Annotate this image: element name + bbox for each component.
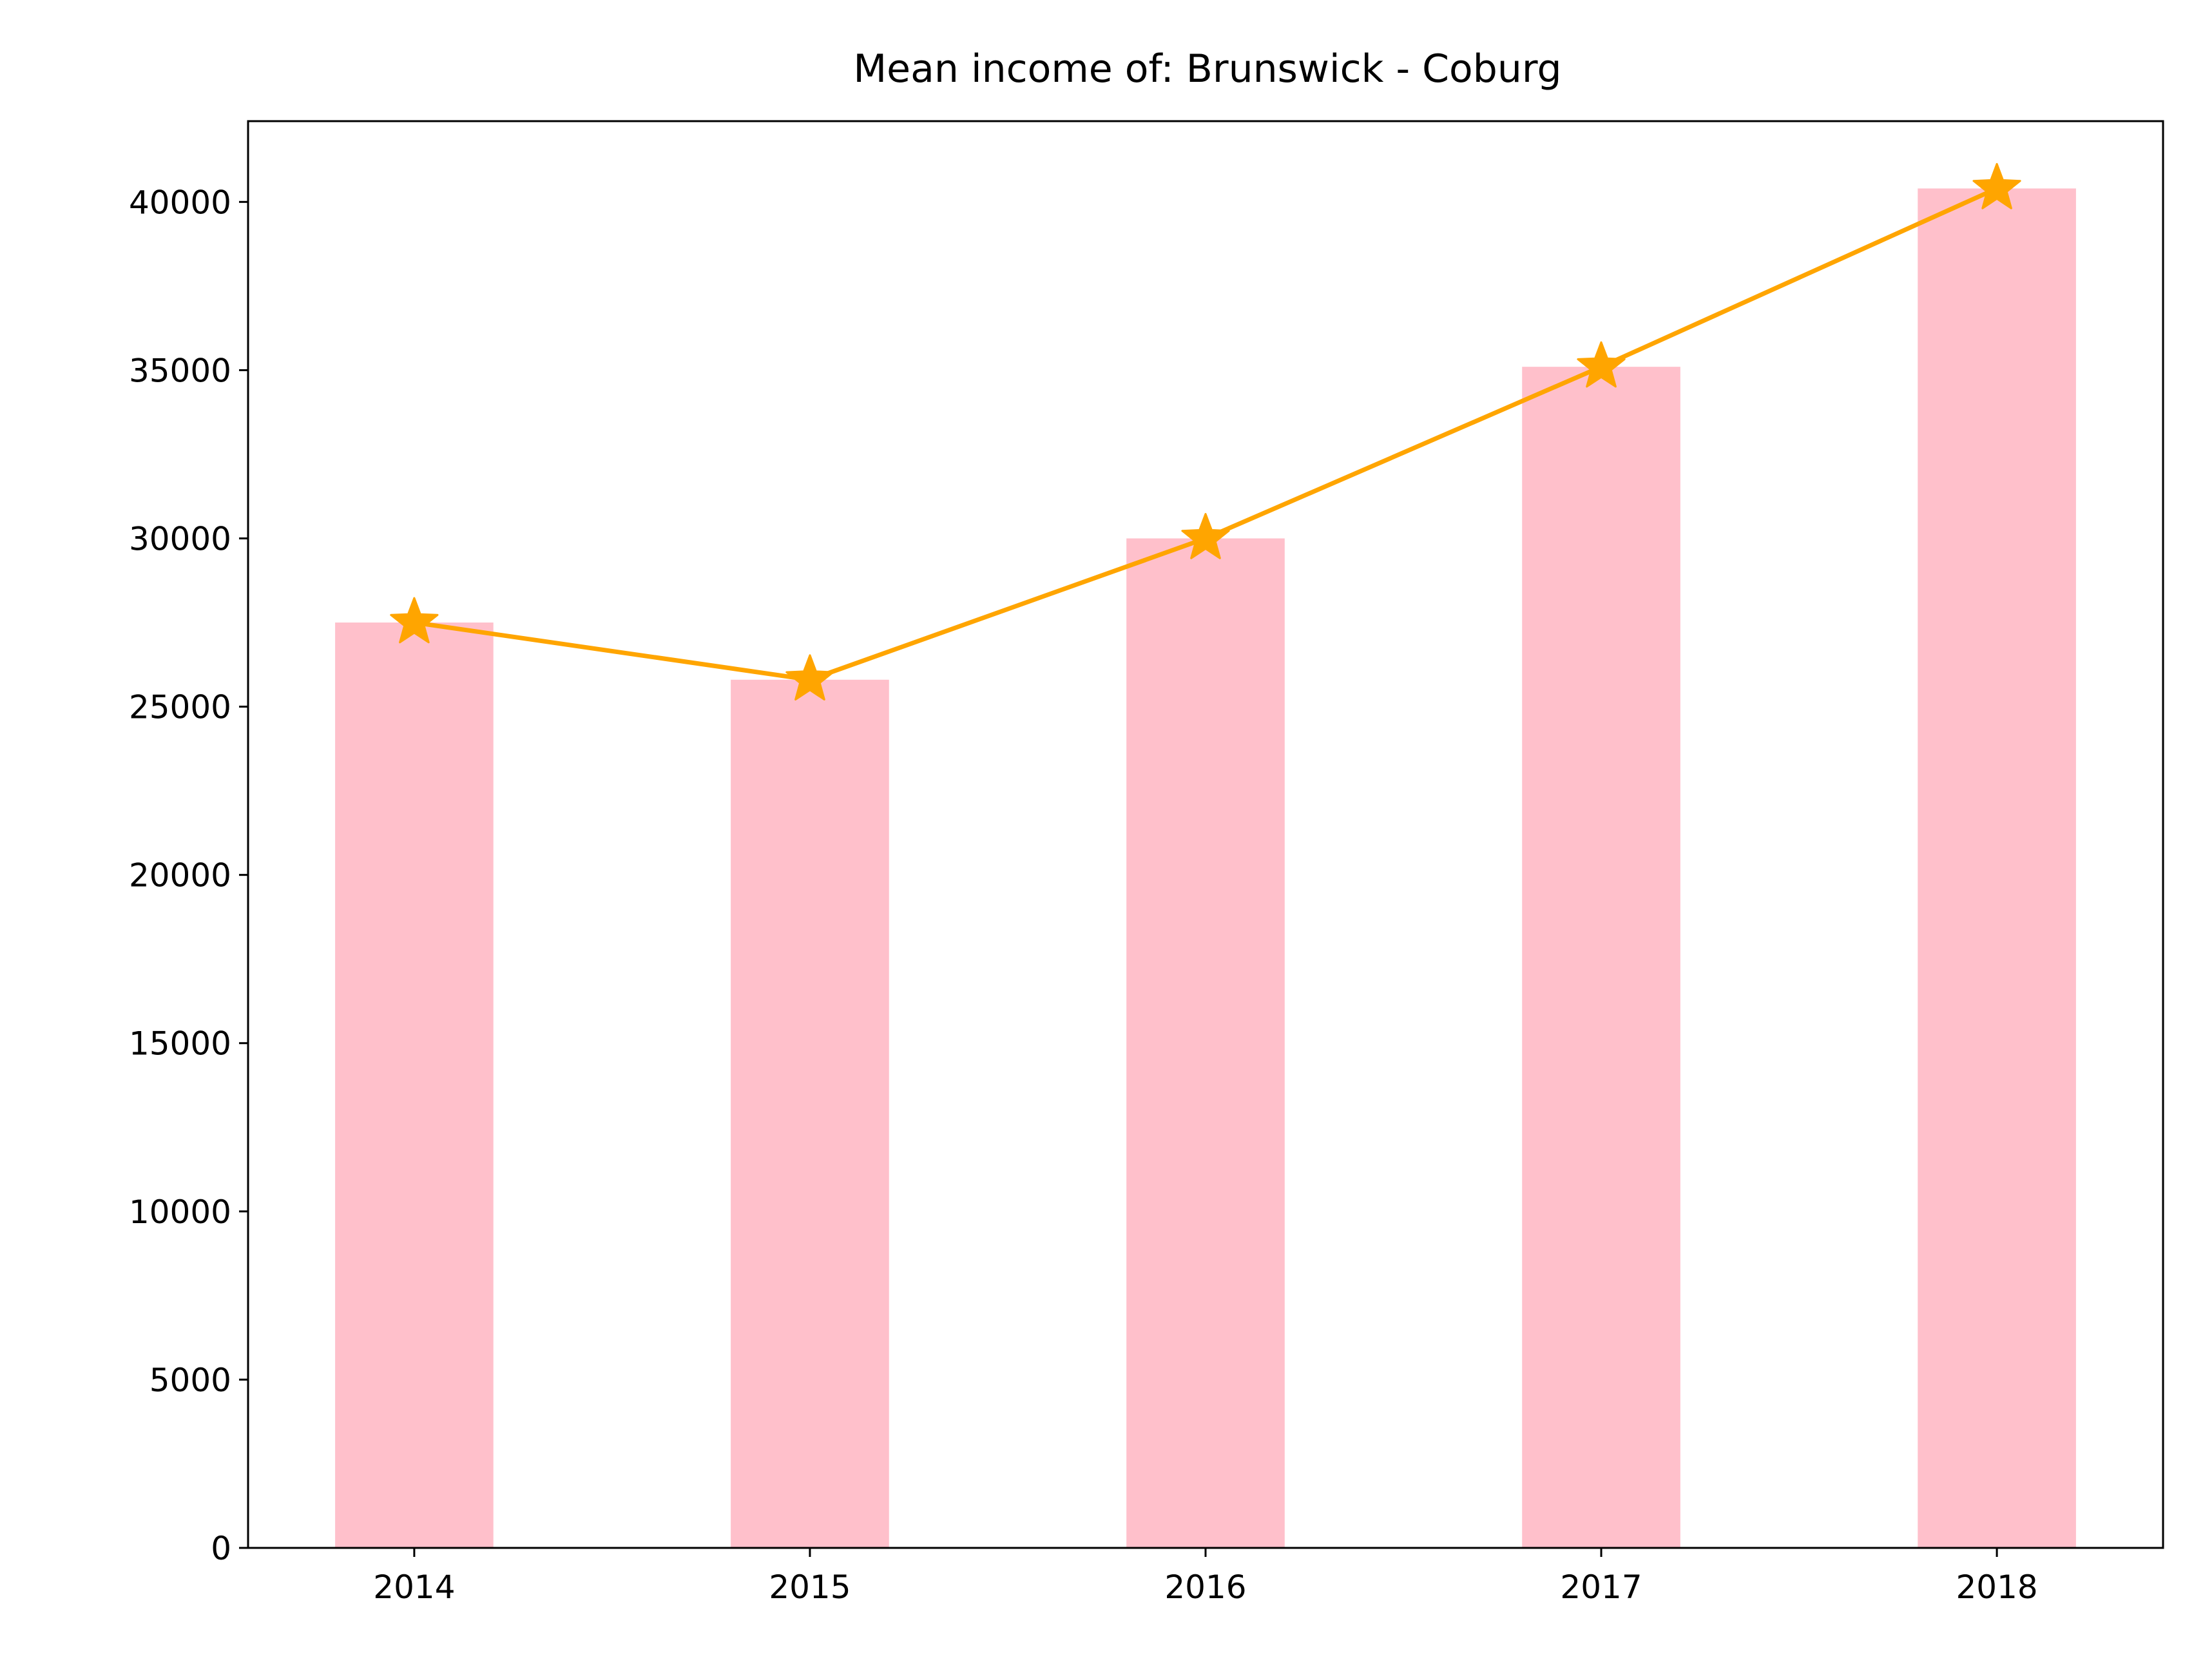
bar-2016 bbox=[1126, 538, 1285, 1549]
bar-2014 bbox=[335, 623, 494, 1549]
y-tick-label-35000: 35000 bbox=[129, 352, 231, 389]
y-tick-label-30000: 30000 bbox=[129, 520, 231, 557]
y-tick-label-40000: 40000 bbox=[129, 184, 231, 221]
x-tick-label-2017: 2017 bbox=[1560, 1569, 1642, 1606]
star-marker-2016 bbox=[1181, 513, 1230, 559]
y-tick-label-10000: 10000 bbox=[129, 1193, 231, 1231]
y-tick-label-20000: 20000 bbox=[129, 857, 231, 894]
x-tick-label-2018: 2018 bbox=[1956, 1569, 2037, 1606]
star-marker-2018 bbox=[1972, 162, 2021, 209]
line-layer bbox=[390, 162, 2021, 700]
chart-title: Mean income of: Brunswick - Coburg bbox=[853, 46, 1561, 92]
y-tick-label-5000: 5000 bbox=[149, 1362, 231, 1399]
y-tick-label-15000: 15000 bbox=[129, 1025, 231, 1063]
y-tick-label-25000: 25000 bbox=[129, 689, 231, 726]
bar-2018 bbox=[1918, 188, 2076, 1548]
bars-layer bbox=[335, 188, 2076, 1549]
bar-2015 bbox=[731, 679, 889, 1548]
axes-layer: 0 5000 10000 15000 20000 25000 30000 35000 40000… bbox=[129, 120, 2164, 1606]
x-tick-label-2016: 2016 bbox=[1164, 1569, 1246, 1606]
x-tick-label-2015: 2015 bbox=[769, 1569, 851, 1606]
x-tick-label-2014: 2014 bbox=[373, 1569, 455, 1606]
star-marker-2015 bbox=[785, 654, 834, 700]
star-marker-2014 bbox=[390, 597, 439, 644]
bar-2017 bbox=[1522, 367, 1680, 1548]
star-marker-2017 bbox=[1577, 341, 1626, 388]
y-tick-label-0: 0 bbox=[211, 1530, 231, 1567]
